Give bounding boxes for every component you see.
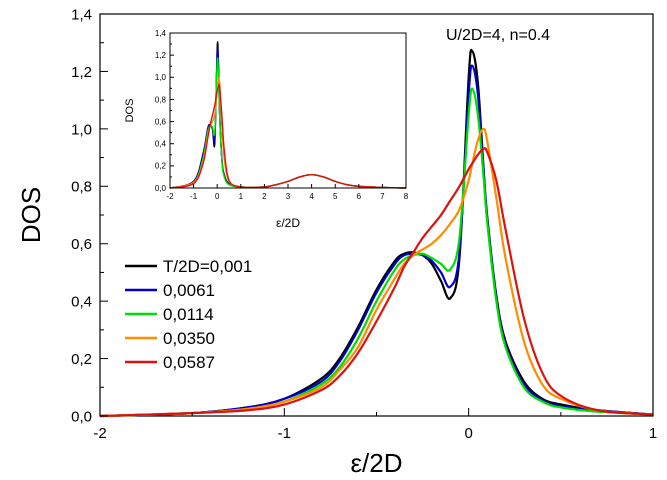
main-series-line-1 bbox=[99, 64, 654, 418]
inset-y-tick-label-4: 0,8 bbox=[155, 95, 167, 104]
inset-x-axis-label: ε/2D bbox=[276, 216, 300, 230]
inset-background bbox=[120, 29, 412, 239]
main-series-line-3 bbox=[99, 127, 654, 418]
inset-x-tick-label-2: 0 bbox=[215, 192, 220, 201]
main-x-axis-label: ε/2D bbox=[350, 448, 402, 478]
inset-y-tick-label-1: 0,2 bbox=[155, 162, 167, 171]
main-y-axis-label: DOS bbox=[16, 187, 46, 243]
inset-x-tick-label-10: 8 bbox=[404, 192, 409, 201]
main-x-ticks: -2 -1 0 1 bbox=[93, 408, 657, 442]
inset-y-tick-label-3: 0,6 bbox=[155, 117, 167, 126]
main-series-line-2 bbox=[99, 87, 654, 418]
main-x-tick-label-1: -1 bbox=[278, 425, 291, 442]
legend-label-2: 0,0114 bbox=[163, 305, 214, 324]
inset-y-tick-label-0: 0,0 bbox=[155, 184, 167, 193]
inset-x-tick-label-9: 7 bbox=[380, 192, 385, 201]
inset-y-tick-label-2: 0,4 bbox=[155, 140, 167, 149]
main-curves bbox=[99, 48, 654, 418]
main-y-tick-label-7: 1,4 bbox=[71, 6, 92, 23]
main-x-tick-label-0: -2 bbox=[93, 425, 106, 442]
inset-y-tick-label-5: 1,0 bbox=[155, 73, 167, 82]
inset-x-tick-label-7: 5 bbox=[333, 192, 338, 201]
main-y-tick-label-6: 1,2 bbox=[71, 64, 92, 81]
main-y-ticks: 0,0 0,2 0,4 0,6 0,8 1,0 1,2 1,4 bbox=[71, 6, 108, 425]
inset-x-tick-label-0: -2 bbox=[166, 192, 174, 201]
legend-label-3: 0,0350 bbox=[163, 329, 215, 348]
inset-x-tick-label-8: 6 bbox=[357, 192, 362, 201]
main-y-tick-label-4: 0,8 bbox=[71, 179, 92, 196]
main-x-tick-label-2: 0 bbox=[464, 425, 472, 442]
inset-x-tick-label-5: 3 bbox=[286, 192, 291, 201]
inset-plot: -2 -1 0 1 2 3 4 5 6 7 8 0,0 0,2 0,4 0,6 0,8 1,0 1,2 1,4 ε… bbox=[120, 29, 412, 239]
main-y-tick-label-2: 0,4 bbox=[71, 294, 92, 311]
legend-label-1: 0,0061 bbox=[163, 281, 215, 300]
main-series-line-0 bbox=[99, 48, 654, 418]
inset-series-line-4 bbox=[169, 83, 407, 189]
inset-y-tick-label-7: 1,4 bbox=[155, 29, 167, 38]
parameter-annotation: U/2D=4, n=0.4 bbox=[446, 27, 550, 44]
main-x-tick-label-3: 1 bbox=[649, 425, 657, 442]
inset-y-axis-label: DOS bbox=[124, 99, 136, 123]
inset-y-tick-label-6: 1,2 bbox=[155, 51, 167, 60]
inset-x-tick-label-3: 1 bbox=[239, 192, 244, 201]
inset-y-ticks: 0,0 0,2 0,4 0,6 0,8 1,0 1,2 1,4 bbox=[155, 29, 174, 193]
main-y-tick-label-3: 0,6 bbox=[71, 236, 92, 253]
inset-curves bbox=[169, 41, 407, 189]
legend: T/2D=0,001 0,0061 0,0114 0,0350 0,0587 bbox=[125, 257, 252, 372]
legend-label-0: T/2D=0,001 bbox=[163, 257, 252, 276]
inset-x-tick-label-4: 2 bbox=[262, 192, 267, 201]
inset-x-tick-label-1: -1 bbox=[190, 192, 198, 201]
legend-label-4: 0,0587 bbox=[163, 353, 215, 372]
inset-x-ticks: -2 -1 0 1 2 3 4 5 6 7 8 bbox=[166, 184, 409, 201]
main-y-tick-label-0: 0,0 bbox=[71, 408, 92, 425]
inset-x-tick-label-6: 4 bbox=[309, 192, 314, 201]
main-y-tick-label-1: 0,2 bbox=[71, 351, 92, 368]
main-series-line-4 bbox=[99, 147, 654, 418]
main-plot: -2 -1 0 1 0,0 0,2 0,4 0,6 0,8 1,0 1,2 1,4 ε/2D DOS… bbox=[16, 6, 657, 478]
main-y-tick-label-5: 1,0 bbox=[71, 121, 92, 138]
